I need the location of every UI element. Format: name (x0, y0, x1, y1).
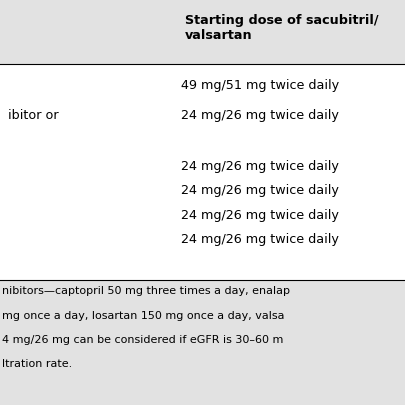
Text: 24 mg/26 mg twice daily: 24 mg/26 mg twice daily (180, 208, 338, 221)
Text: ibitor or: ibitor or (8, 109, 59, 122)
Text: 24 mg/26 mg twice daily: 24 mg/26 mg twice daily (180, 109, 338, 122)
FancyBboxPatch shape (0, 65, 405, 280)
FancyBboxPatch shape (0, 280, 405, 405)
Text: Starting dose of sacubitril/
valsartan: Starting dose of sacubitril/ valsartan (184, 14, 377, 42)
Text: 24 mg/26 mg twice daily: 24 mg/26 mg twice daily (180, 184, 338, 197)
FancyBboxPatch shape (0, 0, 405, 65)
Text: 4 mg/26 mg can be considered if eGFR is 30–60 m: 4 mg/26 mg can be considered if eGFR is … (2, 334, 283, 344)
Text: 49 mg/51 mg twice daily: 49 mg/51 mg twice daily (180, 79, 338, 92)
Text: nibitors—captopril 50 mg three times a day, enalap: nibitors—captopril 50 mg three times a d… (2, 286, 289, 296)
Text: mg once a day, losartan 150 mg once a day, valsa: mg once a day, losartan 150 mg once a da… (2, 310, 284, 320)
Text: 24 mg/26 mg twice daily: 24 mg/26 mg twice daily (180, 160, 338, 173)
Text: 24 mg/26 mg twice daily: 24 mg/26 mg twice daily (180, 232, 338, 245)
Text: ltration rate.: ltration rate. (2, 358, 72, 369)
